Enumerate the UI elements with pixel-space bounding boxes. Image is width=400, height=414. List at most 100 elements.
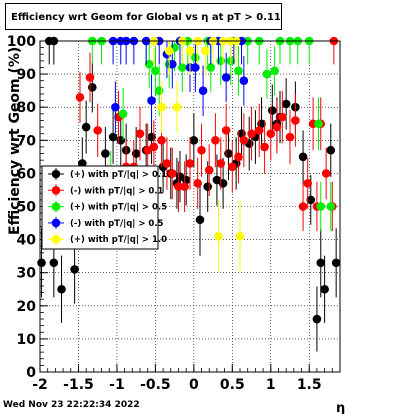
data-point [75, 92, 85, 102]
data-point [320, 284, 329, 294]
legend-marker [51, 169, 61, 179]
legend-box [41, 165, 159, 250]
data-point [214, 231, 223, 241]
data-point [206, 63, 216, 72]
y-tick-label: 70 [17, 133, 37, 149]
data-point [174, 182, 183, 191]
data-point [147, 96, 156, 105]
data-point [235, 231, 245, 241]
legend-marker [51, 218, 61, 228]
data-point [57, 284, 66, 294]
data-point [185, 46, 195, 56]
data-point [185, 159, 195, 168]
data-point [291, 116, 300, 125]
data-point [197, 145, 206, 155]
y-tick-label: 60 [17, 166, 37, 182]
data-point [312, 314, 322, 324]
data-point [224, 149, 233, 158]
data-point [101, 149, 110, 158]
data-point [218, 179, 228, 188]
data-point [216, 56, 226, 66]
data-point [234, 66, 243, 76]
data-point [270, 66, 279, 76]
x-axis-title: η [336, 401, 345, 414]
x-tick-label: -1.5 [63, 377, 94, 393]
data-point [314, 119, 323, 129]
data-point [193, 179, 202, 188]
data-point [266, 129, 276, 138]
data-point [216, 159, 226, 168]
data-point [111, 102, 120, 112]
timestamp: Wed Nov 23 22:22:34 2022 [3, 400, 140, 410]
data-point [149, 142, 159, 152]
data-point [154, 86, 164, 95]
data-point [178, 63, 187, 72]
data-point [306, 195, 316, 205]
data-point [316, 258, 326, 268]
data-point [298, 152, 308, 162]
data-point [262, 69, 272, 79]
data-point [195, 215, 205, 225]
legend-marker [51, 186, 61, 195]
data-point [172, 102, 182, 112]
data-point [157, 136, 166, 145]
data-point [37, 258, 46, 268]
y-tick-label: 40 [17, 233, 37, 249]
data-point [272, 122, 282, 132]
data-point [254, 126, 264, 135]
data-point [326, 202, 336, 211]
data-point [239, 76, 249, 86]
data-point [268, 106, 277, 115]
data-point [247, 129, 256, 138]
x-tick-label: -1 [109, 377, 125, 393]
data-point [116, 136, 126, 145]
data-point [189, 136, 199, 145]
data-point [191, 63, 200, 72]
legend: (+) with pT/|q| > 0.1 (-) with pT/|q| > 0… [41, 165, 167, 250]
data-point [285, 132, 295, 142]
data-point [221, 73, 231, 82]
y-tick-label: 100 [7, 34, 36, 50]
data-point [164, 46, 174, 56]
x-tick-label: 0.5 [220, 377, 245, 393]
legend-entry-label: (-) with pT/|q| > 0.1 [70, 186, 164, 196]
data-point [135, 129, 145, 138]
legend-marker [51, 234, 61, 244]
data-point [144, 59, 154, 69]
data-point [203, 182, 212, 191]
x-tick-label: -2 [32, 377, 48, 393]
data-point [298, 202, 308, 211]
data-point [239, 136, 249, 145]
chart-title: Efficiency wrt Geom for Global vs η at p… [5, 3, 282, 30]
data-point [93, 126, 102, 135]
data-point [151, 66, 160, 76]
y-tick-label: 30 [17, 266, 37, 282]
y-axis-title: Efficiency wrt Geom (%) [7, 47, 23, 235]
data-point [49, 258, 59, 268]
y-tick-label: 10 [17, 332, 37, 348]
axes: -2 -1.5 -1 -0.5 0 0.5 1 1.5 0 10 20 30 40 50 60 70 80 90 1… [7, 34, 341, 393]
data-point [162, 159, 172, 168]
data-point [228, 162, 237, 172]
data-point [131, 149, 141, 158]
data-point [316, 202, 326, 211]
data-point [326, 145, 336, 155]
y-tick-label: 90 [17, 67, 37, 83]
data-point [157, 102, 166, 112]
data-point [204, 165, 214, 175]
x-tick-label: -0.5 [140, 377, 171, 393]
data-point [221, 126, 231, 135]
data-point [118, 109, 128, 119]
data-point [331, 258, 341, 268]
data-point [321, 169, 331, 178]
legend-entry-label: (+) with pT/|q| > 1.0 [70, 235, 167, 245]
y-tick-label: 80 [17, 100, 37, 116]
data-point [168, 59, 177, 69]
data-point [281, 99, 291, 109]
series-3 [108, 36, 249, 133]
data-point [303, 179, 312, 188]
data-point [88, 83, 97, 92]
data-point [211, 136, 220, 145]
x-tick-label: 1.5 [297, 377, 322, 393]
